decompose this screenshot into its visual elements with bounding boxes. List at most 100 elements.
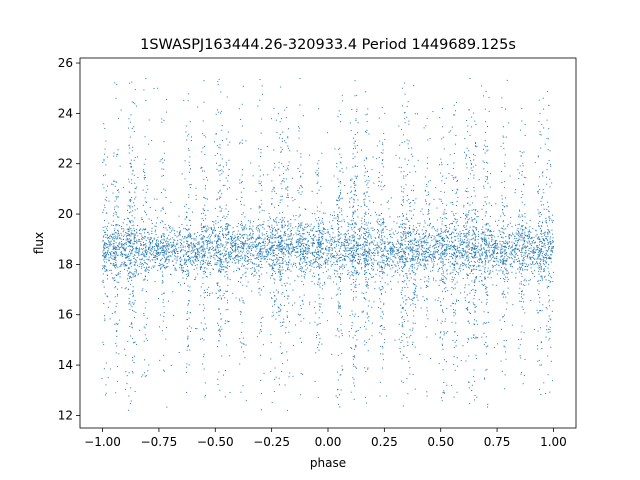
data-point	[491, 241, 493, 243]
data-point	[442, 264, 444, 266]
data-point	[332, 255, 334, 257]
data-point	[384, 241, 386, 243]
data-point	[144, 255, 146, 257]
data-point	[305, 226, 307, 228]
data-point	[275, 218, 277, 220]
data-point	[478, 236, 480, 238]
data-point	[112, 258, 114, 260]
data-point	[128, 234, 130, 236]
data-point	[511, 253, 513, 255]
data-point	[271, 234, 273, 236]
data-point	[121, 234, 123, 236]
data-point	[530, 243, 532, 245]
data-point	[104, 254, 106, 256]
data-point	[133, 235, 135, 237]
data-point	[472, 242, 474, 244]
data-point	[226, 320, 228, 322]
data-point	[474, 242, 476, 244]
data-point	[218, 307, 220, 309]
data-point	[117, 295, 119, 297]
data-point	[374, 249, 376, 251]
data-point	[481, 254, 483, 256]
data-point	[283, 231, 285, 233]
data-point	[182, 245, 184, 247]
data-point	[220, 226, 222, 228]
data-point	[357, 258, 359, 260]
data-point	[204, 210, 206, 212]
data-point	[312, 263, 314, 265]
data-point	[262, 256, 264, 258]
data-point	[202, 259, 204, 261]
data-point	[451, 237, 453, 239]
data-point	[325, 263, 327, 265]
data-point	[204, 230, 206, 232]
data-point	[152, 253, 154, 255]
data-point	[511, 266, 513, 268]
data-point	[161, 121, 163, 123]
data-point	[506, 276, 508, 278]
data-point	[236, 226, 238, 228]
data-point	[530, 238, 532, 240]
data-point	[209, 234, 211, 236]
data-point	[219, 261, 221, 263]
data-point	[306, 253, 308, 255]
data-point	[140, 243, 142, 245]
data-point	[312, 245, 314, 247]
data-point	[281, 259, 283, 261]
data-point	[373, 240, 375, 242]
data-point	[103, 236, 105, 238]
data-point	[482, 233, 484, 235]
data-point	[513, 261, 515, 263]
data-point	[116, 245, 118, 247]
data-point	[303, 257, 305, 259]
data-point	[155, 252, 157, 254]
data-point	[372, 227, 374, 229]
data-point	[136, 232, 138, 234]
data-point	[194, 246, 196, 248]
data-point	[117, 235, 119, 237]
data-point	[548, 263, 550, 265]
data-point	[409, 247, 411, 249]
data-point	[287, 264, 289, 266]
data-point	[350, 259, 352, 261]
data-point	[363, 232, 365, 234]
data-point	[382, 255, 384, 257]
data-point	[142, 253, 144, 255]
data-point	[290, 242, 292, 244]
data-point	[270, 275, 272, 277]
data-point	[156, 247, 158, 249]
data-point	[136, 239, 138, 241]
data-point	[480, 245, 482, 247]
data-point	[129, 271, 131, 273]
data-point	[336, 259, 338, 261]
data-point	[360, 206, 362, 208]
data-point	[130, 400, 132, 402]
data-point	[514, 248, 516, 250]
data-point	[253, 275, 255, 277]
data-point	[143, 259, 145, 261]
data-point	[252, 225, 254, 227]
data-point	[133, 126, 135, 128]
data-point	[515, 244, 517, 246]
data-point	[409, 210, 411, 212]
data-point	[359, 236, 361, 238]
data-point	[184, 262, 186, 264]
data-point	[463, 236, 465, 238]
data-point	[128, 276, 130, 278]
data-point	[138, 240, 140, 242]
data-point	[347, 244, 349, 246]
data-point	[390, 246, 392, 248]
data-point	[233, 237, 235, 239]
data-point	[444, 256, 446, 258]
data-point	[185, 240, 187, 242]
data-point	[115, 235, 117, 237]
data-point	[129, 241, 131, 243]
data-point	[161, 220, 163, 222]
data-point	[326, 249, 328, 251]
data-point	[148, 246, 150, 248]
data-point	[115, 254, 117, 256]
data-point	[164, 261, 166, 263]
data-point	[474, 268, 476, 270]
data-point	[126, 278, 128, 280]
data-point	[484, 262, 486, 264]
